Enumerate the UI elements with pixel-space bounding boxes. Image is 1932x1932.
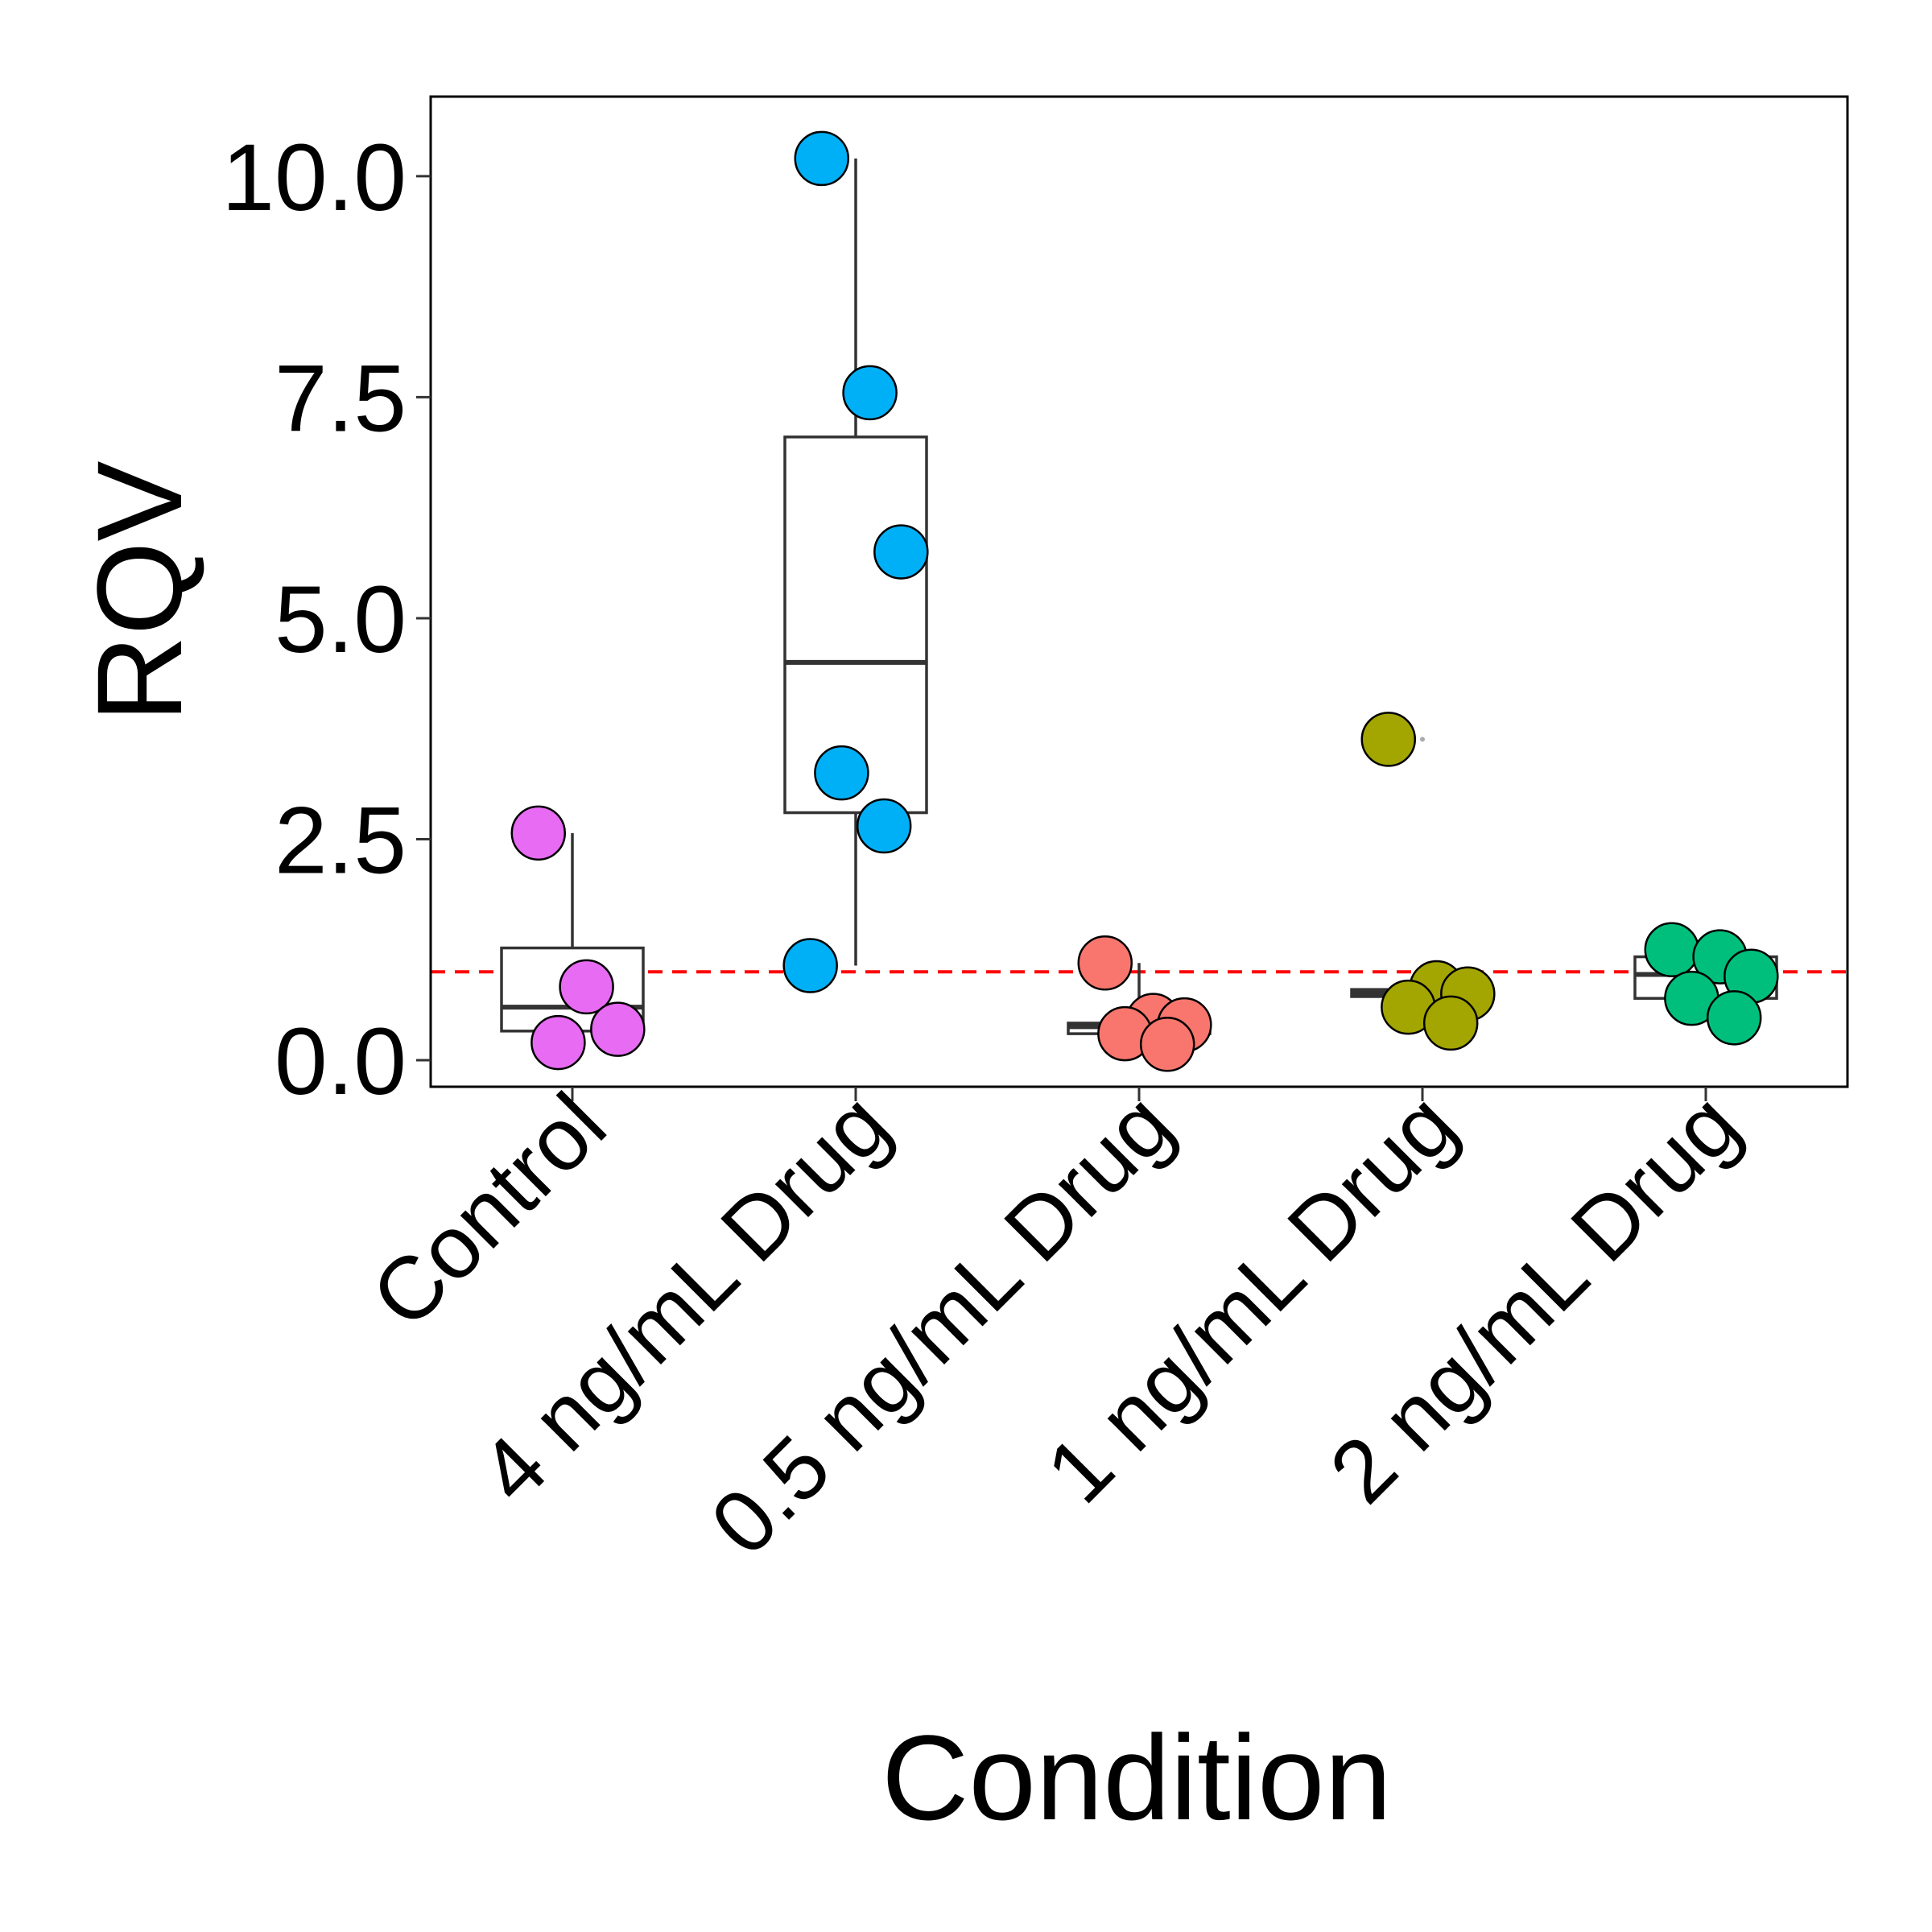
group-4 xyxy=(1350,712,1496,1051)
data-point xyxy=(782,938,838,993)
plot-marks xyxy=(431,130,1847,1072)
group-1 xyxy=(500,805,646,1071)
group-2 xyxy=(782,130,929,993)
data-point xyxy=(794,130,850,187)
data-point xyxy=(1644,922,1700,978)
data-point xyxy=(559,959,614,1015)
data-point xyxy=(814,745,869,801)
data-point xyxy=(590,1001,646,1057)
data-point xyxy=(1077,935,1133,991)
y-tick-label: 10.0 xyxy=(221,125,407,231)
data-point xyxy=(510,805,567,861)
data-point xyxy=(842,365,898,421)
outlier-marker xyxy=(1420,737,1425,742)
data-point xyxy=(1360,712,1417,767)
y-tick-label: 5.0 xyxy=(275,567,407,673)
group-5 xyxy=(1633,922,1779,1046)
data-point xyxy=(530,1014,586,1071)
x-axis-title: Condition xyxy=(881,1710,1392,1845)
y-tick-label: 0.0 xyxy=(275,1009,407,1115)
data-point xyxy=(1139,1017,1195,1072)
group-3 xyxy=(1067,935,1212,1072)
y-tick-label: 2.5 xyxy=(275,788,407,894)
data-point xyxy=(1422,995,1479,1051)
data-point xyxy=(1706,990,1762,1046)
data-point xyxy=(856,798,912,854)
data-point xyxy=(873,524,929,580)
y-axis-title: RQV xyxy=(72,460,207,722)
y-tick-label: 7.5 xyxy=(275,345,407,452)
